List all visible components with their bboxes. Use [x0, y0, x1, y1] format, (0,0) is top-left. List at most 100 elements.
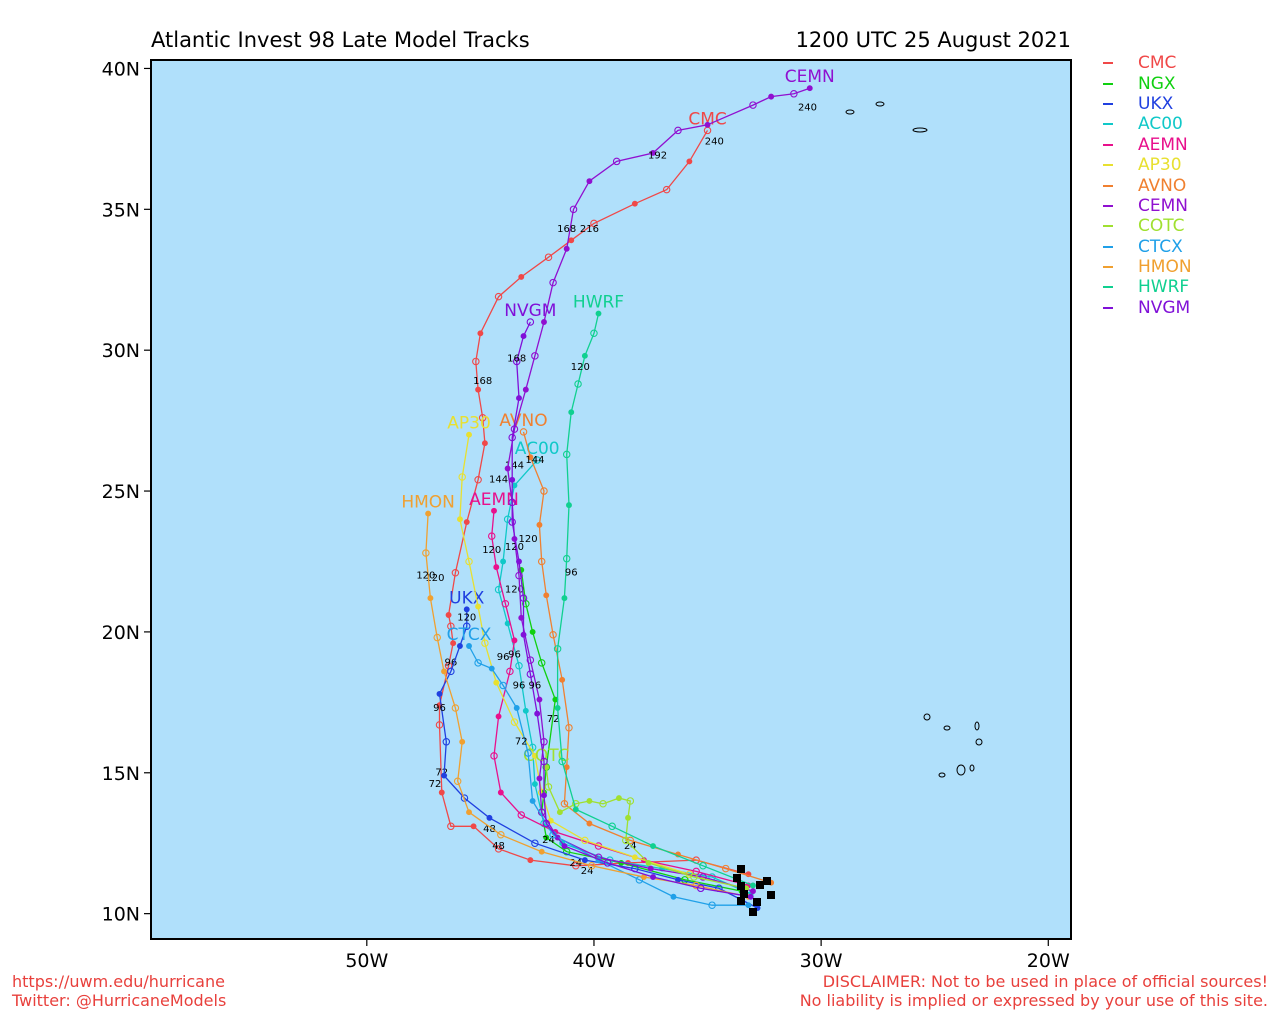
- track-point-cotc: [599, 800, 607, 808]
- track-point-cemn: [569, 205, 578, 214]
- start-marker-2: [740, 890, 748, 898]
- track-point-cotc: [544, 783, 553, 791]
- legend-swatch: [1103, 286, 1113, 289]
- legend-label: HMON: [1138, 257, 1192, 278]
- track-point-ukx: [486, 814, 493, 821]
- legend-swatch: [1103, 225, 1113, 228]
- start-marker-5: [753, 898, 761, 906]
- track-point-cmc: [662, 185, 671, 194]
- forecast-hour-label: 72: [515, 737, 528, 748]
- legend-label: AVNO: [1138, 175, 1187, 196]
- forecast-hour-label: 96: [565, 568, 578, 579]
- track-point-hmon: [466, 809, 472, 816]
- track-point-hmon: [425, 510, 432, 517]
- track-label-nvgm: NVGM: [504, 301, 556, 321]
- track-point-cotc: [616, 795, 622, 802]
- track-point-hmon: [422, 549, 430, 557]
- track-point-ap30: [581, 836, 589, 845]
- track-point-cmc: [631, 200, 638, 207]
- track-cemn: [506, 87, 811, 892]
- track-point-cotc: [626, 797, 635, 805]
- forecast-hour-label: 24: [581, 866, 594, 877]
- legend-item-ctcx: CTCX: [1103, 237, 1192, 257]
- track-point-aemn: [517, 811, 526, 819]
- track-point-cmc: [474, 476, 482, 484]
- track-hmon: [425, 513, 749, 898]
- forecast-hour-label: 120: [457, 613, 476, 624]
- legend-swatch: [1103, 123, 1113, 126]
- track-point-avno: [560, 800, 569, 808]
- legend-label: AEMN: [1138, 134, 1188, 155]
- footer-url[interactable]: https://uwm.edu/hurricane: [12, 972, 225, 991]
- track-point-cmc: [527, 857, 534, 864]
- track-point-cemn: [768, 93, 775, 100]
- track-point-aemn: [490, 752, 498, 760]
- track-point-hwrf: [568, 409, 575, 416]
- track-point-hmon: [538, 848, 545, 855]
- legend-item-hmon: HMON: [1103, 257, 1192, 277]
- track-point-ukx: [531, 839, 539, 847]
- legend-swatch: [1103, 62, 1113, 65]
- forecast-hour-label: 144: [505, 461, 524, 472]
- track-point-ukx: [463, 622, 471, 631]
- legend-label: CTCX: [1138, 236, 1183, 257]
- track-point-aemn: [487, 532, 496, 540]
- forecast-hour-label: 120: [425, 573, 444, 584]
- track-point-cemn: [586, 178, 593, 185]
- track-point-cotc: [586, 798, 593, 804]
- legend-label: COTC: [1138, 216, 1185, 237]
- island-9: [969, 764, 975, 772]
- track-point-cmc: [481, 440, 488, 447]
- track-point-nvgm: [542, 819, 551, 828]
- start-marker-9: [733, 874, 741, 882]
- track-point-cemn: [650, 150, 656, 156]
- start-marker-7: [763, 877, 771, 885]
- legend-swatch: [1103, 306, 1113, 309]
- forecast-hour-label: 144: [525, 455, 544, 466]
- track-point-hmon: [497, 831, 505, 839]
- track-point-nvgm: [534, 710, 541, 717]
- track-point-hmon: [459, 738, 466, 745]
- legend: CMC NGX UKX AC00 AEMN AP30 AVNO CEMN COTC CTCX HMO…: [1103, 53, 1192, 318]
- track-point-cemn: [704, 121, 711, 128]
- track-point-avno: [527, 454, 534, 461]
- track-label-hmon: HMON: [401, 493, 455, 513]
- track-point-ukx: [581, 857, 588, 864]
- forecast-hour-label: 72: [435, 768, 448, 779]
- track-point-ngx: [537, 659, 546, 667]
- forecast-hour-label: 168: [473, 376, 492, 387]
- forecast-hour-label: 120: [482, 545, 501, 556]
- island-4: [943, 725, 951, 731]
- track-point-ngx: [529, 628, 536, 635]
- track-point-nvgm: [561, 843, 568, 849]
- track-point-cmc: [450, 640, 457, 647]
- track-point-cmc: [463, 519, 470, 525]
- start-marker-8: [737, 897, 745, 905]
- track-label-avno: AVNO: [499, 411, 547, 431]
- track-point-avno: [559, 676, 566, 683]
- legend-label: UKX: [1138, 93, 1174, 114]
- track-point-hwrf: [595, 310, 602, 317]
- lat-tick-label: 30N: [102, 340, 140, 362]
- legend-swatch: [1103, 164, 1113, 167]
- track-point-cmc: [435, 721, 444, 729]
- track-point-aemn: [491, 507, 497, 514]
- legend-label: NGX: [1138, 73, 1176, 94]
- disclaimer-line-1: DISCLAIMER: Not to be used in place of o…: [822, 972, 1268, 991]
- forecast-hour-label: 48: [492, 841, 505, 852]
- track-point-ctcx: [529, 798, 536, 804]
- track-point-ac00: [531, 781, 538, 787]
- track-point-avno: [519, 428, 528, 436]
- legend-swatch: [1103, 204, 1113, 207]
- forecast-hour-label: 120: [505, 542, 524, 553]
- track-point-cmc: [472, 357, 480, 366]
- track-point-ctcx: [524, 749, 532, 757]
- lat-tick-label: 40N: [102, 58, 140, 80]
- legend-label: CMC: [1138, 53, 1177, 74]
- track-point-cemn: [674, 126, 682, 135]
- legend-item-ukx: UKX: [1103, 94, 1192, 114]
- track-point-nvgm: [650, 874, 656, 880]
- track-point-hwrf: [750, 882, 756, 889]
- footer-disclaimer: DISCLAIMER: Not to be used in place of o…: [800, 972, 1268, 1010]
